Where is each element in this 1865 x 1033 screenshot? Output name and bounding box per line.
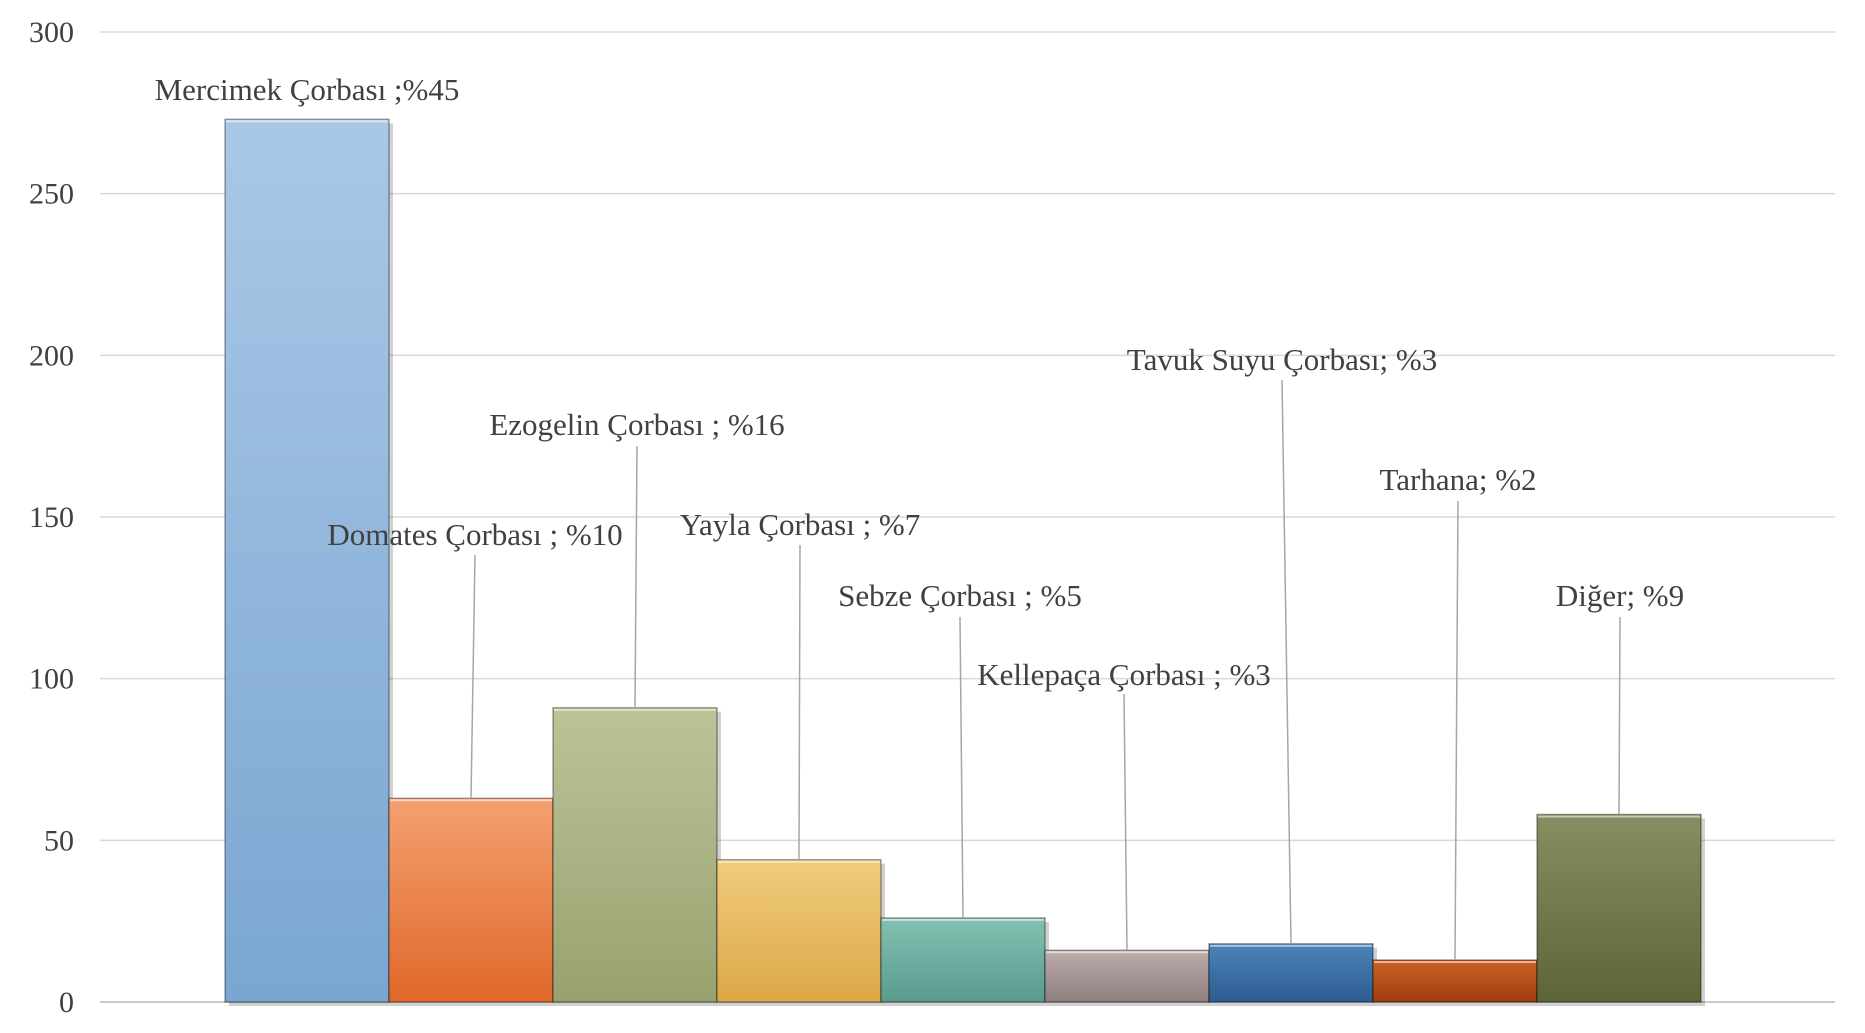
data-label: Yayla Çorbası ; %7: [680, 507, 921, 542]
y-tick-label: 300: [29, 16, 74, 49]
leader-line: [634, 445, 638, 708]
bars: [224, 118, 1705, 1007]
bar-1: [224, 118, 390, 1003]
data-label: Domates Çorbası ; %10: [327, 517, 622, 552]
leader-line: [470, 554, 476, 799]
leader-lines: [470, 379, 1621, 960]
bar-7: [1208, 943, 1374, 1003]
bar-2: [388, 797, 554, 1003]
leader-line: [798, 544, 801, 860]
leader-line: [1123, 693, 1128, 951]
data-label: Tavuk Suyu Çorbası; %3: [1127, 342, 1437, 377]
bar-4: [716, 858, 882, 1003]
data-label: Diğer; %9: [1556, 578, 1684, 613]
data-label: Mercimek Çorbası ;%45: [155, 72, 460, 107]
y-tick-label: 50: [44, 824, 74, 857]
data-label: Ezogelin Çorbası ; %16: [489, 407, 784, 442]
bar-9: [1536, 813, 1702, 1003]
data-label: Sebze Çorbası ; %5: [838, 578, 1082, 613]
y-tick-label: 250: [29, 178, 74, 211]
leader-line: [1281, 379, 1292, 944]
data-label: Kellepaça Çorbası ; %3: [977, 657, 1271, 692]
y-tick-label: 150: [29, 501, 74, 534]
leader-line: [1454, 500, 1459, 960]
bar-3: [552, 707, 718, 1003]
leader-line: [1618, 616, 1621, 815]
y-tick-label: 200: [29, 339, 74, 372]
leader-line: [959, 616, 964, 918]
bar-5: [880, 917, 1046, 1003]
bar-8: [1372, 959, 1538, 1003]
data-label: Tarhana; %2: [1379, 462, 1536, 497]
data-labels: Mercimek Çorbası ;%45 Domates Çorbası ; %…: [155, 72, 1685, 692]
y-tick-label: 0: [59, 986, 74, 1019]
bar-6: [1044, 949, 1210, 1003]
y-tick-label: 100: [29, 663, 74, 696]
